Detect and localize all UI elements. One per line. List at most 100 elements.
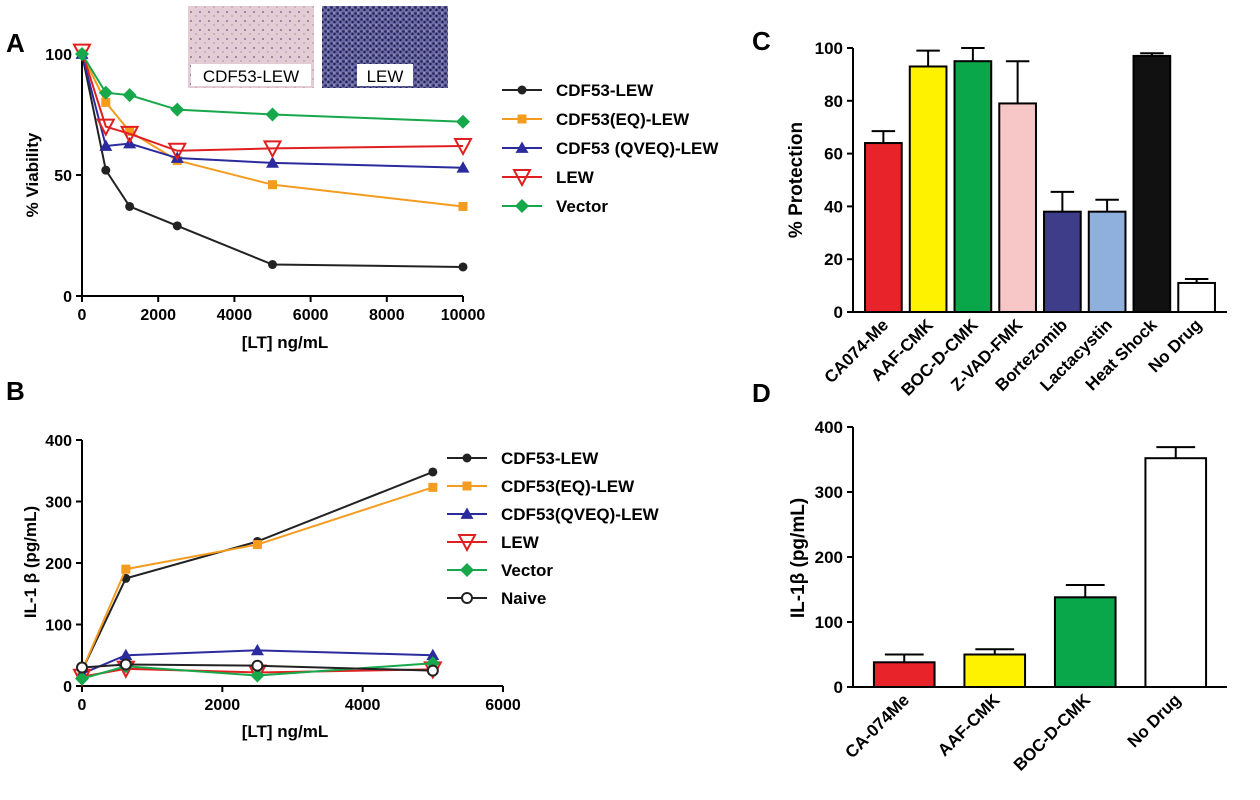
chart-b-series-line: [81, 649, 433, 675]
chart-a-data-point: [453, 137, 473, 157]
chart-a-y-tick-label: 50: [54, 168, 72, 185]
chart-a-legend: CDF53-LEW CDF53(EQ)-LEW CDF53 (QVEQ)-LEW LE…: [502, 81, 719, 216]
chart-b-ylabel: IL-1 β (pg/mL): [21, 506, 40, 618]
chart-b-series-line: [81, 663, 433, 672]
panel-label-b: B: [6, 376, 25, 406]
chart-a-data-point: [172, 221, 182, 231]
chart-a-ylabel: % Viability: [23, 132, 42, 217]
chart-c-bar: [1087, 210, 1127, 313]
chart-b-data-point: [426, 648, 440, 661]
chart-a-legend-marker: [515, 199, 529, 213]
chart-a-data-point: [167, 142, 187, 161]
chart-a-legend-label: LEW: [556, 168, 595, 187]
chart-c-bar: [998, 102, 1037, 313]
chart-c-bar: [1177, 281, 1216, 313]
chart-b-x-tick-label: 2000: [205, 697, 241, 714]
chart-c-protection: 0 20 40 60 80 100 CA074-MeAAF-CMKBOC-D-CMKZ-V…: [786, 39, 1227, 400]
chart-a-legend-marker: [517, 114, 527, 124]
chart-b-data-point: [119, 648, 133, 661]
chart-b-series-line: [81, 662, 433, 680]
chart-b-data-point: [426, 664, 439, 677]
chart-a-x-tick-label: 6000: [293, 307, 329, 324]
chart-b-y-tick-label: 100: [45, 618, 72, 635]
chart-a-data-point: [122, 88, 137, 103]
chart-d-category-label: CA-074Me: [842, 690, 914, 762]
chart-b-data-point: [75, 671, 89, 686]
chart-a-legend-label: CDF53-LEW: [556, 81, 654, 100]
inset-right-label: LEW: [367, 67, 404, 86]
chart-b-data-point: [119, 658, 132, 671]
chart-a-legend-label: CDF53(EQ)-LEW: [556, 110, 690, 129]
chart-b-legend-marker: [460, 507, 474, 519]
chart-b-data-point: [250, 668, 265, 683]
chart-c-y-tick-label: 100: [815, 39, 843, 58]
chart-a-data-point: [170, 102, 185, 117]
chart-a-axes: 0 2000 4000 6000 8000 10000 0 50 100: [45, 47, 485, 324]
chart-a-legend-marker: [517, 85, 527, 95]
chart-b-data-point: [121, 564, 131, 574]
chart-a-legend-marker: [515, 141, 529, 153]
chart-b-series-5: [76, 658, 439, 677]
chart-b-y-tick-label: 0: [63, 679, 72, 696]
chart-b-legend-marker: [457, 534, 477, 553]
chart-a-legend-marker: [512, 169, 532, 188]
chart-a-series-line: [81, 53, 464, 123]
inset-micrographs: CDF53-LEW LEW: [188, 6, 448, 88]
chart-d-bar-group: CA-074Me: [842, 653, 936, 762]
chart-d-bar-group: No Drug: [1124, 446, 1208, 751]
chart-d-ylabel: IL-1β (pg/mL): [788, 498, 809, 618]
chart-a-series-2: [75, 47, 470, 173]
chart-d-category-label: No Drug: [1124, 690, 1185, 751]
chart-a-data-point: [101, 165, 111, 175]
chart-d-y-tick-label: 100: [815, 613, 843, 632]
chart-c-bar: [864, 142, 903, 313]
chart-b-legend-marker: [461, 592, 473, 604]
chart-b-y-tick-label: 200: [45, 556, 72, 573]
chart-c-bar: [908, 65, 948, 314]
chart-b-series-line: [81, 471, 434, 672]
chart-a-series-4: [75, 47, 470, 129]
chart-c-bars: CA074-MeAAF-CMKBOC-D-CMKZ-VAD-FMKBortezo…: [821, 47, 1216, 400]
chart-a-data-point: [125, 201, 135, 211]
chart-b-axes: 0 2000 4000 6000 0 100 200 300 400: [45, 433, 521, 714]
chart-d-bar: [872, 661, 936, 688]
chart-b-series: [72, 467, 443, 687]
chart-c-bar: [953, 60, 993, 314]
chart-d-bar-group: AAF-CMK: [934, 648, 1027, 760]
chart-a-data-point: [119, 125, 140, 144]
chart-b-y-tick-label: 300: [45, 495, 72, 512]
chart-b-data-point: [76, 661, 88, 674]
inset-left-label: CDF53-LEW: [203, 67, 299, 86]
panel-label-d: D: [752, 378, 771, 408]
chart-a-data-point: [458, 201, 468, 211]
chart-a-x-tick-label: 10000: [441, 307, 486, 324]
chart-d-bar: [1144, 457, 1208, 689]
chart-a-data-point: [101, 97, 111, 107]
chart-b-legend-label: LEW: [501, 533, 540, 552]
chart-c-y-tick-label: 40: [824, 197, 843, 216]
chart-a-legend-label: Vector: [556, 197, 608, 216]
chart-b-data-point: [252, 540, 262, 550]
chart-a-x-tick-label: 0: [78, 307, 87, 324]
chart-d-bar: [963, 653, 1027, 688]
chart-b-legend: CDF53-LEW CDF53(EQ)-LEW CDF53(QVEQ)-LEW LEW…: [447, 449, 660, 608]
chart-d-category-label: AAF-CMK: [934, 690, 1004, 760]
chart-b-data-point: [251, 659, 264, 672]
chart-a-data-point: [458, 262, 468, 272]
chart-b-il1b: 0 2000 4000 6000 0 100 200 300 400 [LT] ng/mL IL…: [21, 433, 660, 741]
chart-a-data-point: [268, 180, 277, 190]
chart-b-x-tick-label: 0: [78, 697, 87, 714]
chart-a-data-point: [98, 85, 113, 100]
chart-b-data-point: [428, 482, 438, 492]
chart-d-y-tick-label: 200: [815, 548, 843, 567]
chart-a-series-3: [72, 43, 473, 161]
chart-a-data-point: [265, 107, 280, 122]
chart-b-data-point: [250, 643, 264, 656]
chart-b-y-tick-label: 400: [45, 433, 72, 450]
chart-a-data-point: [75, 47, 89, 61]
chart-a-data-point: [99, 139, 113, 151]
chart-d-y-tick-label: 300: [815, 483, 843, 502]
chart-c-bar: [1043, 210, 1082, 313]
